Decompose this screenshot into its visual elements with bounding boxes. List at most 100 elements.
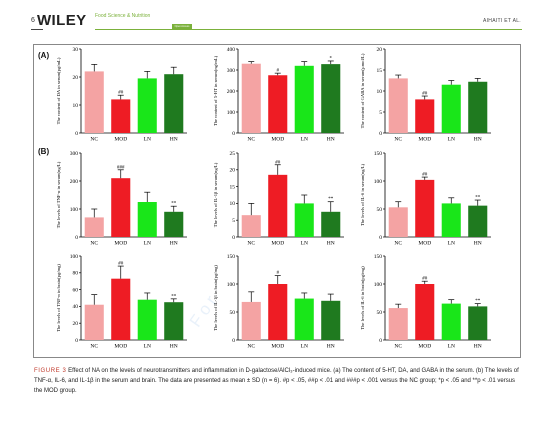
figure-frame [33, 44, 521, 358]
y-tick-label: 5 [232, 218, 235, 224]
bar-ln [441, 84, 461, 133]
y-tick-label: 50 [377, 207, 383, 213]
significance-mark: ** [475, 196, 481, 201]
x-tick-label: LN [301, 344, 308, 350]
y-axis-label: The content of DA in serum(pg/mL) [56, 57, 61, 124]
y-axis-label: The levels of TNF-α in brain(pg/mg) [56, 264, 61, 332]
x-tick-label: LN [301, 241, 308, 247]
y-tick-label: 150 [374, 254, 383, 260]
y-tick-label: 0 [232, 338, 235, 344]
significance-mark: ** [328, 197, 334, 202]
x-tick-label: LN [144, 241, 151, 247]
chart-svg: 0 50 100 150 The levels of IL-6 in serum(ng/… [360, 151, 491, 247]
x-tick-label: MOD [271, 344, 284, 350]
y-tick-label: 300 [70, 151, 79, 157]
publisher-logo: WILEY [37, 12, 87, 29]
chart-svg: 0 5 10 15 20 25 The levels of IL-1β in serum(n… [213, 151, 344, 247]
y-tick-label: 300 [227, 68, 236, 74]
y-tick-label: 0 [379, 338, 382, 344]
bar-chart-9: 0 50 100 150 The levels of IL-6 in brain(pg/… [353, 252, 495, 352]
significance-mark: ## [422, 92, 428, 97]
x-tick-label: HN [170, 344, 178, 350]
y-tick-label: 10 [377, 89, 383, 95]
x-tick-label: NC [247, 344, 255, 350]
x-tick-label: MOD [418, 241, 431, 247]
y-tick-label: 20 [377, 47, 383, 53]
x-tick-label: HN [327, 137, 335, 143]
bar-ln [137, 299, 157, 340]
y-axis-label: The levels of IL-6 in brain(pg/mg) [360, 266, 365, 330]
bar-ln [294, 298, 314, 340]
y-tick-label: 100 [374, 282, 383, 288]
chart-svg: 0 10 20 30 The content of DA in serum(pg/mL)… [56, 47, 187, 143]
bar-mod [111, 178, 131, 237]
chart-svg: 0 5 10 15 20 The content of GABA in serum(µmo… [360, 47, 491, 143]
significance-mark: ## [422, 173, 428, 178]
chart-svg: 0 50 100 150 The levels of IL-6 in brain(pg/… [360, 254, 491, 350]
bar-nc [84, 217, 104, 237]
bar-chart-2: 0 100 200 300 400 The content of 5-HT in seru… [206, 45, 348, 145]
y-tick-label: 0 [379, 235, 382, 241]
y-tick-label: 200 [70, 179, 79, 185]
x-tick-label: HN [170, 241, 178, 247]
bar-mod [268, 174, 288, 237]
bar-ln [294, 203, 314, 237]
x-tick-label: LN [448, 344, 455, 350]
y-axis-label: The levels of IL-1β in serum(ng/L) [213, 162, 218, 227]
chart-svg: 0 100 200 300 The levels of TNF-α in serum(n… [56, 151, 187, 247]
bar-hn [468, 205, 488, 237]
x-tick-label: NC [247, 137, 255, 143]
y-tick-label: 40 [73, 304, 79, 310]
x-tick-label: NC [394, 241, 402, 247]
bar-chart-1: 0 10 20 30 The content of DA in serum(pg/mL)… [49, 45, 191, 145]
y-tick-label: 0 [75, 131, 78, 137]
x-tick-label: MOD [418, 137, 431, 143]
chart-svg: 0 20 40 60 80 100 The levels of TNF-α in brain… [56, 254, 187, 350]
bar-nc [241, 63, 261, 134]
x-tick-label: MOD [271, 241, 284, 247]
bar-mod [415, 179, 435, 237]
chart-svg: 0 100 200 300 400 The content of 5-HT in seru… [213, 47, 344, 143]
significance-mark: ** [171, 294, 177, 299]
y-tick-label: 0 [75, 338, 78, 344]
significance-mark: ## [118, 262, 124, 267]
y-tick-label: 100 [227, 110, 236, 116]
x-tick-label: NC [247, 241, 255, 247]
y-tick-label: 20 [73, 321, 79, 327]
figure-caption: FIGURE 3 Effect of NA on the levels of n… [34, 366, 522, 396]
significance-mark: # [277, 271, 280, 276]
y-tick-label: 0 [232, 235, 235, 241]
caption-label: FIGURE 3 [34, 368, 67, 374]
x-tick-label: LN [448, 137, 455, 143]
bar-ln [294, 65, 314, 133]
bar-mod [111, 278, 131, 340]
y-tick-label: 50 [377, 310, 383, 316]
y-tick-label: 10 [230, 201, 236, 207]
panel-label-b: (B) [38, 147, 50, 156]
bar-ln [441, 303, 461, 340]
bar-hn [164, 211, 184, 237]
bar-nc [388, 308, 408, 340]
y-tick-label: 50 [230, 310, 236, 316]
bar-chart-7: 0 20 40 60 80 100 The levels of TNF-α in brain… [49, 252, 191, 352]
y-tick-label: 100 [227, 282, 236, 288]
x-tick-label: NC [90, 344, 98, 350]
x-tick-label: MOD [418, 344, 431, 350]
bar-nc [388, 78, 408, 133]
bar-nc [388, 207, 408, 237]
significance-mark: # [277, 69, 280, 74]
y-tick-label: 20 [73, 75, 79, 81]
x-tick-label: HN [474, 241, 482, 247]
running-head-author: AIHAITI ET AL. [482, 18, 521, 24]
y-axis-label: The content of 5-HT in serum(ng/mL) [213, 55, 218, 126]
bar-hn [164, 74, 184, 133]
y-tick-label: 400 [227, 47, 236, 53]
y-tick-label: 100 [70, 207, 79, 213]
x-tick-label: LN [144, 137, 151, 143]
significance-mark: ** [475, 299, 481, 304]
caption-text: Effect of NA on the levels of neurotrans… [34, 368, 519, 394]
x-tick-label: MOD [114, 137, 127, 143]
bar-mod [415, 99, 435, 133]
bar-chart-5: 0 5 10 15 20 25 The levels of IL-1β in serum(n… [206, 149, 348, 249]
y-tick-label: 25 [230, 151, 236, 157]
